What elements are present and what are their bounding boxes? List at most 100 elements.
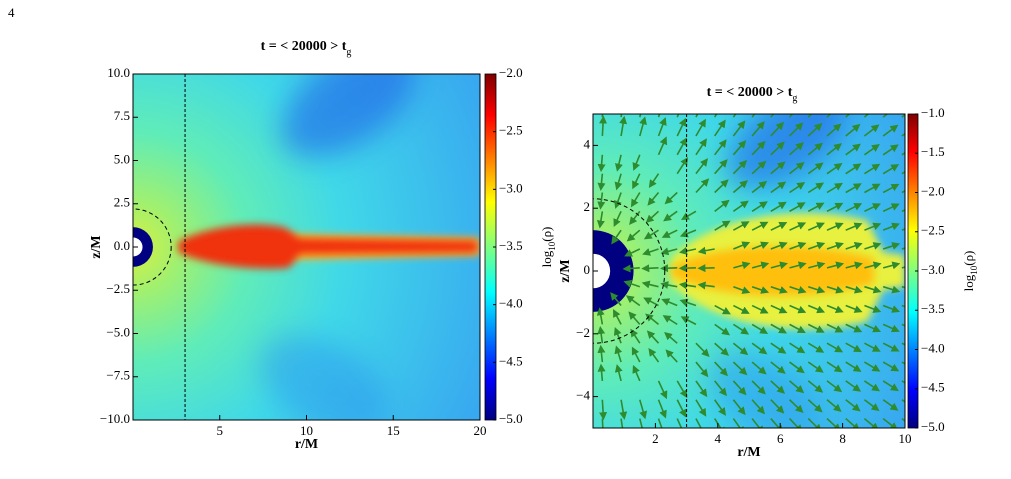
velocity-arrow <box>863 399 880 412</box>
velocity-arrow <box>770 241 788 250</box>
disk-inner <box>671 246 874 296</box>
chart-title: t = < 20000 > tg <box>261 39 352 58</box>
velocity-arrow <box>614 192 622 209</box>
velocity-arrow <box>648 173 660 189</box>
velocity-arrow <box>665 349 678 363</box>
colorbar-label-text: (ρ) <box>539 227 554 242</box>
velocity-arrow <box>826 182 843 194</box>
velocity-arrow <box>695 158 708 175</box>
velocity-arrow <box>770 361 786 374</box>
low-density-funnel <box>281 74 416 158</box>
velocity-arrow <box>826 304 844 314</box>
title-text: t = < 20000 > t <box>261 39 347 54</box>
velocity-arrow <box>789 361 805 374</box>
colorbar-tick-label: −3.5 <box>921 301 945 316</box>
velocity-arrow <box>864 323 882 333</box>
velocity-arrow <box>630 192 641 208</box>
velocity-arrow <box>714 399 727 416</box>
velocity-arrow <box>845 399 861 412</box>
colorbar-label: log10(ρ) <box>539 227 557 268</box>
velocity-arrow <box>789 342 806 354</box>
velocity-arrow <box>714 323 731 336</box>
black-hole <box>133 227 153 267</box>
velocity-arrow <box>697 246 715 255</box>
low-density-funnel <box>707 351 822 428</box>
velocity-arrow <box>788 418 803 428</box>
y-tick-label: −5.0 <box>106 324 130 339</box>
velocity-arrow <box>714 179 729 194</box>
velocity-arrow <box>679 298 697 307</box>
velocity-arrow <box>864 361 881 372</box>
velocity-arrow <box>695 380 708 398</box>
velocity-arrow <box>619 399 628 420</box>
velocity-arrow <box>770 323 787 334</box>
velocity-arrow <box>826 285 845 294</box>
velocity-arrow <box>751 285 770 294</box>
velocity-arrow <box>901 170 905 175</box>
black-hole <box>593 230 634 312</box>
velocity-arrow <box>676 137 687 156</box>
velocity-arrow <box>641 280 659 289</box>
velocity-arrow <box>676 114 680 118</box>
velocity-arrow <box>639 399 648 420</box>
velocity-arrow <box>826 323 844 333</box>
y-tick-label: 5.0 <box>114 151 130 166</box>
velocity-arrow <box>808 241 826 250</box>
velocity-arrow <box>882 304 901 313</box>
velocity-arrow <box>732 399 746 416</box>
velocity-arrow <box>845 183 862 194</box>
velocity-arrow <box>826 123 842 137</box>
x-tick-label: 5 <box>217 423 224 438</box>
title-subscript: g <box>792 93 797 104</box>
velocity-arrow <box>751 241 769 250</box>
velocity-arrow <box>807 122 823 137</box>
velocity-arrow <box>901 304 905 308</box>
velocity-arrow <box>770 201 787 213</box>
velocity-arrow <box>845 123 861 137</box>
velocity-arrow <box>660 281 678 289</box>
velocity-arrow <box>657 418 663 428</box>
velocity-arrow <box>732 160 748 175</box>
velocity-arrow <box>807 202 825 213</box>
velocity-arrow <box>826 417 842 428</box>
velocity-arrow <box>863 124 880 137</box>
velocity-arrow <box>596 307 605 325</box>
velocity-arrow <box>664 191 678 205</box>
velocity-arrow <box>695 118 706 137</box>
velocity-arrow <box>695 114 699 118</box>
velocity-arrow <box>807 361 824 373</box>
velocity-arrow <box>789 261 807 270</box>
velocity-arrow <box>751 221 769 231</box>
x-tick-label: 10 <box>300 423 313 438</box>
velocity-arrow <box>901 323 905 327</box>
velocity-arrow <box>845 323 863 333</box>
colorbar-label-text: log <box>961 274 976 291</box>
velocity-arrow <box>733 304 750 314</box>
velocity-arrow <box>601 114 604 118</box>
velocity-arrow <box>613 327 622 344</box>
velocity-arrow <box>751 380 766 395</box>
velocity-arrow <box>770 304 788 314</box>
x-tick-label: 6 <box>777 431 784 446</box>
velocity-arrow <box>807 418 823 428</box>
velocity-arrow <box>645 313 660 326</box>
velocity-arrow <box>864 222 882 231</box>
velocity-arrow <box>714 361 728 377</box>
velocity-arrow <box>751 399 766 415</box>
velocity-arrow <box>807 222 825 231</box>
colorbar-tick-label: −2.5 <box>499 123 523 138</box>
velocity-arrow <box>882 164 900 175</box>
velocity-arrow <box>864 261 882 270</box>
velocity-arrow <box>714 220 731 231</box>
velocity-arrow <box>901 380 905 384</box>
velocity-arrow <box>732 323 750 335</box>
velocity-arrow <box>882 285 901 294</box>
title-text: t = < 20000 > t <box>707 85 793 100</box>
velocity-arrow <box>882 380 899 392</box>
velocity-arrow <box>845 261 863 270</box>
velocity-arrow <box>770 285 788 294</box>
density-field <box>593 114 905 428</box>
page-number: 4 <box>8 5 15 20</box>
y-tick-label: 0 <box>584 262 591 277</box>
